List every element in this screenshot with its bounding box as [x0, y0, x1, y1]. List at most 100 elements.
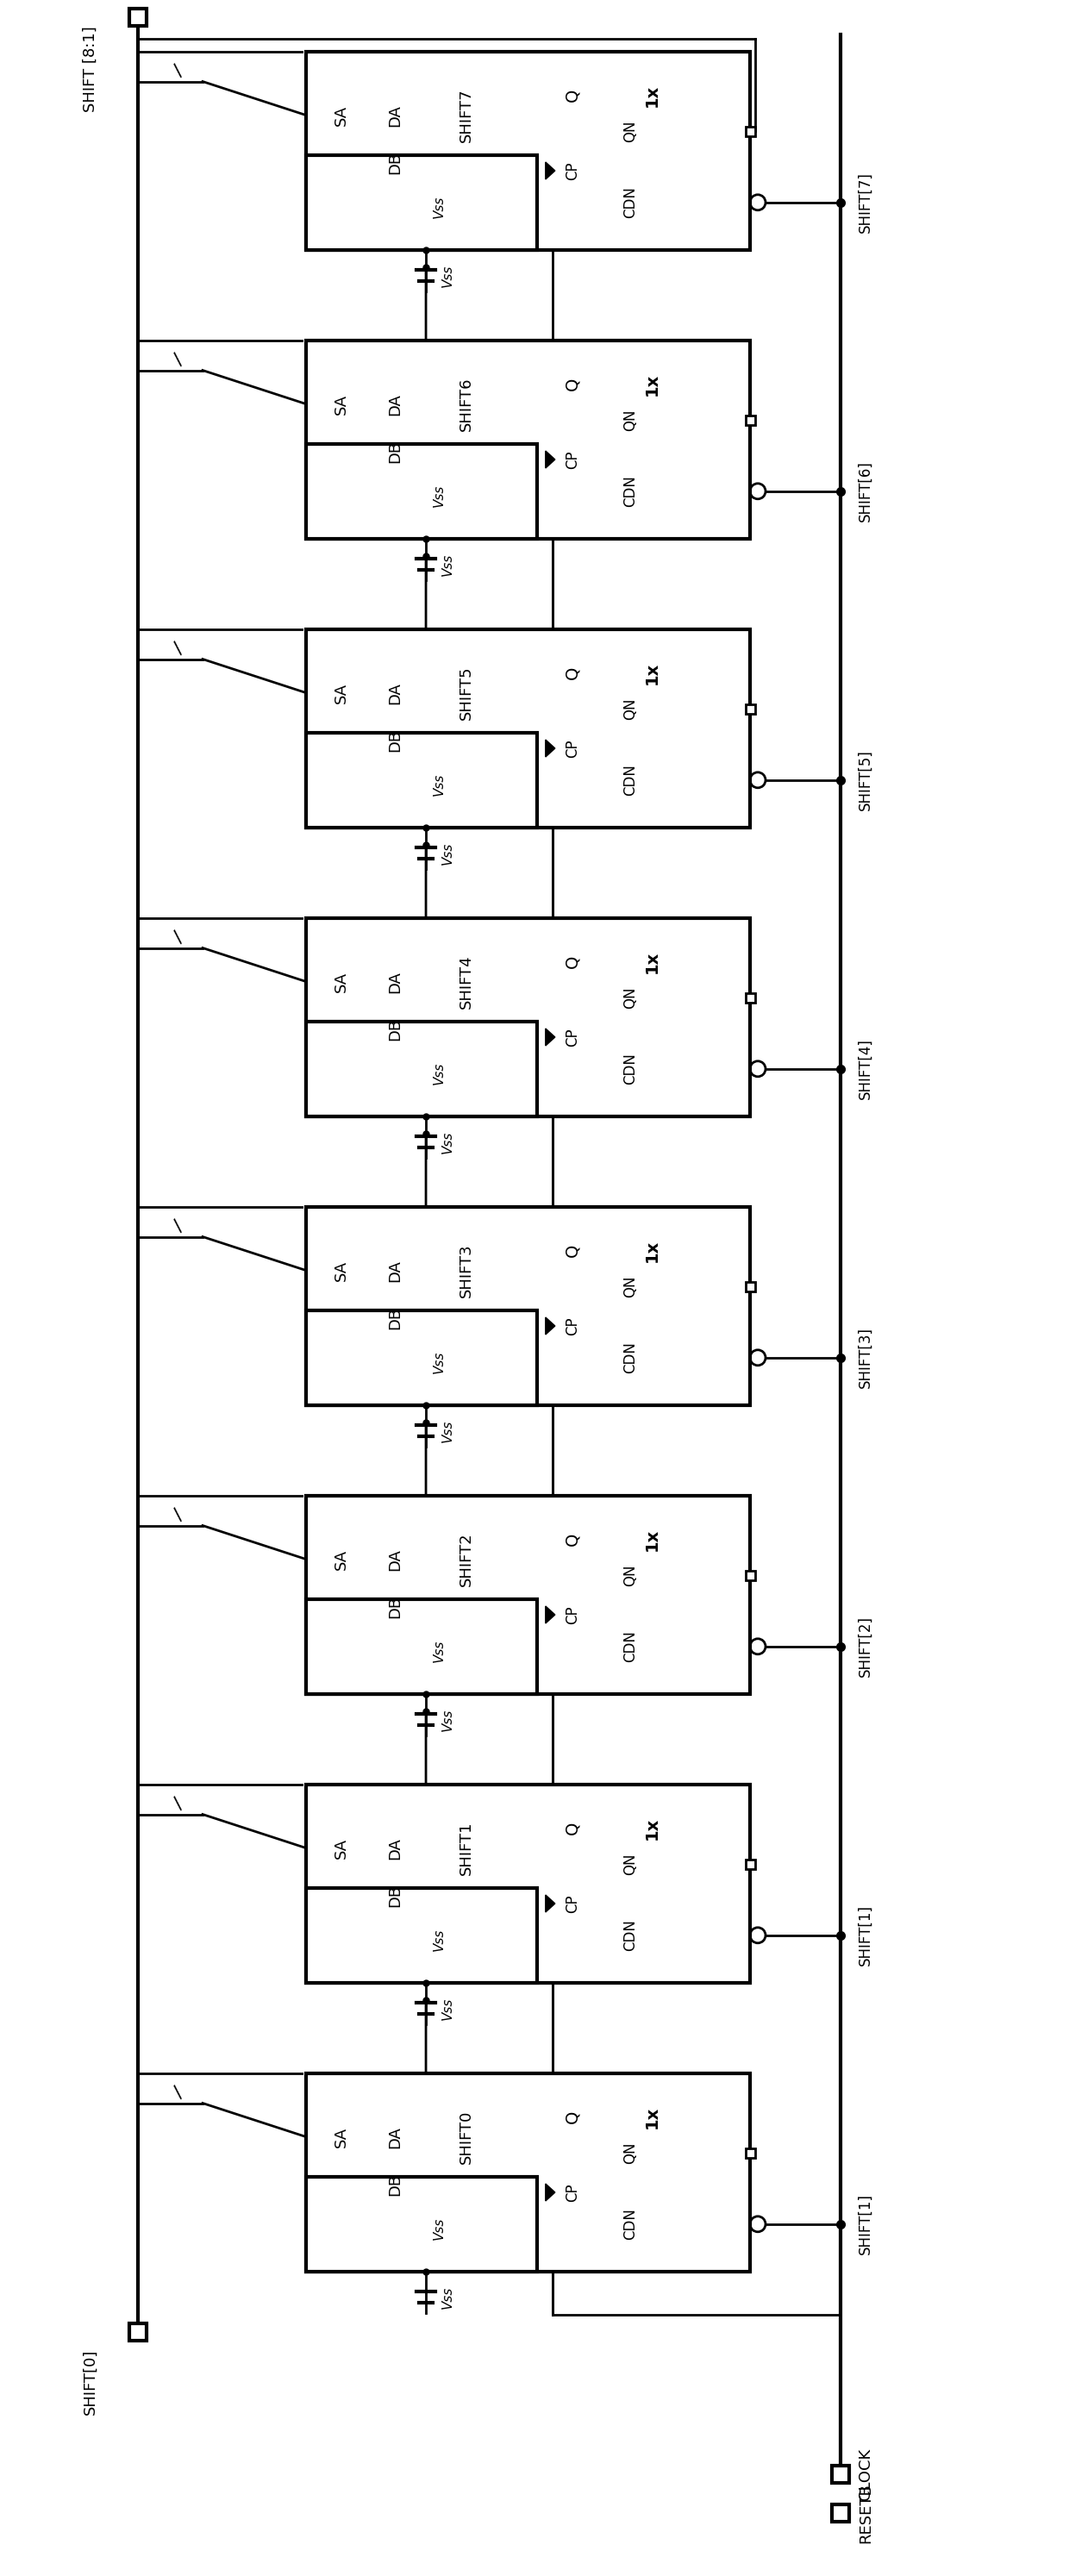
Bar [745, 415, 755, 425]
Text: Vss: Vss [441, 1419, 454, 1443]
Text: CDN: CDN [622, 765, 638, 796]
Text: /: / [170, 350, 187, 368]
Text: Vss: Vss [441, 1131, 454, 1154]
Text: SHIFT[4]: SHIFT[4] [857, 1038, 873, 1100]
Bar [306, 1785, 750, 1984]
Text: DB: DB [387, 152, 403, 175]
Polygon shape [545, 1605, 555, 1623]
Text: Q: Q [564, 956, 580, 969]
Text: QN: QN [622, 121, 638, 142]
Text: CP: CP [564, 451, 580, 469]
Text: 1x: 1x [645, 662, 661, 685]
Text: CP: CP [564, 739, 580, 757]
Text: DA: DA [387, 1837, 403, 1860]
Bar [832, 2465, 849, 2483]
Bar [306, 155, 537, 250]
Bar [745, 992, 755, 1002]
Text: Vss: Vss [441, 1996, 454, 2020]
Text: Vss: Vss [441, 2285, 454, 2308]
Text: Vss: Vss [433, 2218, 446, 2239]
Text: Vss: Vss [433, 1061, 446, 1084]
Text: SHIFT [8:1]: SHIFT [8:1] [82, 26, 98, 111]
Text: DB: DB [387, 440, 403, 464]
Text: DB: DB [387, 1595, 403, 1618]
Text: DA: DA [387, 392, 403, 415]
Text: Vss: Vss [433, 196, 446, 219]
Text: CP: CP [564, 1316, 580, 1334]
Text: DA: DA [387, 1260, 403, 1283]
Text: Vss: Vss [433, 773, 446, 796]
Text: /: / [170, 62, 187, 80]
Text: SHIFT1: SHIFT1 [459, 1821, 474, 1875]
Text: SHIFT[1]: SHIFT[1] [857, 1904, 873, 1965]
Text: CDN: CDN [622, 2208, 638, 2241]
Text: SHIFT[3]: SHIFT[3] [857, 1327, 873, 1388]
Text: Q: Q [564, 2110, 580, 2123]
Text: CDN: CDN [622, 1919, 638, 1950]
Text: DA: DA [387, 1548, 403, 1571]
Bar [745, 1571, 755, 1579]
Text: Vss: Vss [441, 1708, 454, 1731]
Bar [306, 2074, 750, 2272]
Text: /: / [170, 1218, 187, 1234]
Polygon shape [545, 2184, 555, 2200]
Text: DA: DA [387, 683, 403, 703]
Text: Vss: Vss [433, 1927, 446, 1950]
Text: SA: SA [334, 106, 350, 126]
Text: Q: Q [564, 1244, 580, 1257]
Text: CDN: CDN [622, 1342, 638, 1373]
Text: /: / [170, 1795, 187, 1814]
Bar [306, 732, 537, 827]
Text: SHIFT2: SHIFT2 [459, 1533, 474, 1587]
Text: 1x: 1x [645, 2105, 661, 2128]
Text: SHIFT7: SHIFT7 [459, 88, 474, 142]
Text: DB: DB [387, 1886, 403, 1906]
Polygon shape [545, 1028, 555, 1046]
Text: 1x: 1x [645, 374, 661, 397]
Polygon shape [545, 451, 555, 469]
Text: CLOCK: CLOCK [857, 2447, 873, 2501]
Text: 1x: 1x [645, 1239, 661, 1262]
Bar [306, 629, 750, 827]
Text: CP: CP [564, 2182, 580, 2202]
Text: SHIFT3: SHIFT3 [459, 1244, 474, 1298]
Bar [306, 1020, 537, 1115]
Text: SHIFT[1]: SHIFT[1] [857, 2195, 873, 2254]
Text: Q: Q [564, 379, 580, 392]
Text: Vss: Vss [441, 265, 454, 289]
Text: /: / [170, 641, 187, 657]
Text: QN: QN [622, 698, 638, 719]
Text: Vss: Vss [441, 842, 454, 866]
Text: SHIFT4: SHIFT4 [459, 956, 474, 1010]
Text: SA: SA [334, 2125, 350, 2148]
Bar [306, 1208, 750, 1406]
Text: QN: QN [622, 987, 638, 1007]
Text: 1x: 1x [645, 1816, 661, 1839]
Text: DB: DB [387, 1018, 403, 1041]
Text: /: / [170, 1507, 187, 1522]
Text: DB: DB [387, 729, 403, 752]
Text: SA: SA [334, 1260, 350, 1280]
Text: CDN: CDN [622, 185, 638, 219]
Text: Q: Q [564, 667, 580, 680]
Text: /: / [170, 930, 187, 945]
Text: SHIFT[7]: SHIFT[7] [857, 173, 873, 232]
Polygon shape [545, 739, 555, 757]
Text: CP: CP [564, 1605, 580, 1623]
Text: RESETB: RESETB [857, 2483, 873, 2543]
Text: QN: QN [622, 1852, 638, 1875]
Text: QN: QN [622, 1275, 638, 1298]
Text: DB: DB [387, 2174, 403, 2195]
Text: SHIFT6: SHIFT6 [459, 376, 474, 430]
Bar [745, 1280, 755, 1291]
Text: CDN: CDN [622, 1054, 638, 1084]
Text: SHIFT0: SHIFT0 [459, 2110, 474, 2164]
Text: CDN: CDN [622, 1631, 638, 1662]
Bar [306, 917, 750, 1115]
Polygon shape [545, 162, 555, 180]
Text: QN: QN [622, 1564, 638, 1587]
Bar [129, 8, 146, 26]
Text: QN: QN [622, 2141, 638, 2164]
Text: SA: SA [334, 1548, 350, 1569]
Text: SA: SA [334, 394, 350, 415]
